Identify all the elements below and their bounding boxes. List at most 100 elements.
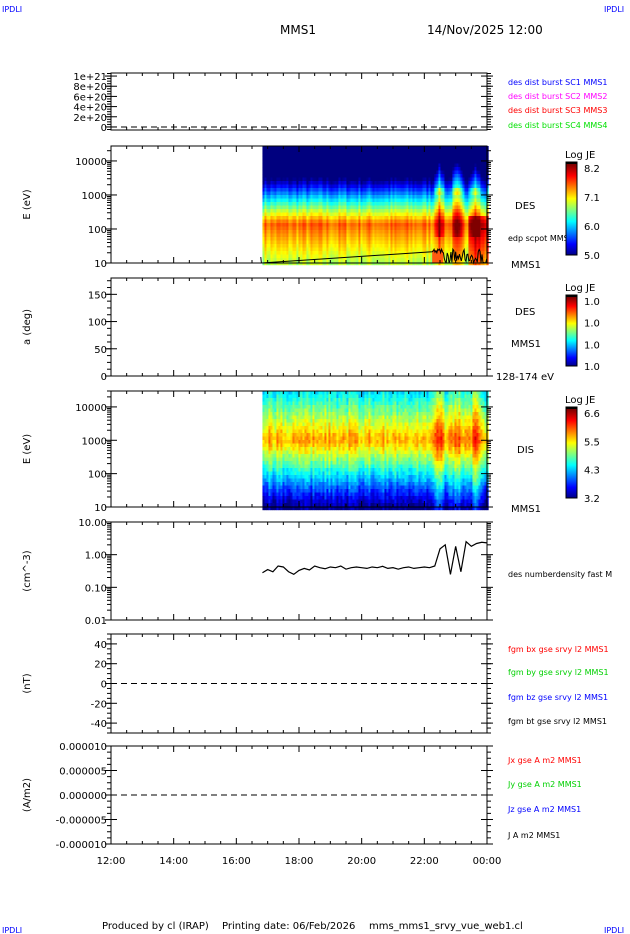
spectrogram-cell xyxy=(290,419,293,423)
spectrogram-cell xyxy=(414,149,417,154)
spectrogram-cell xyxy=(288,216,291,220)
spectrogram-cell xyxy=(374,195,377,199)
spectrogram-cell xyxy=(322,163,325,168)
spectrogram-cell xyxy=(300,149,303,154)
spectrogram-cell xyxy=(460,209,463,213)
spectrogram-cell xyxy=(278,499,281,504)
spectrogram-cell xyxy=(440,198,443,203)
spectrogram-cell xyxy=(274,167,277,171)
spectrogram-cell xyxy=(368,156,371,161)
spectrogram-cell xyxy=(444,163,447,168)
spectrogram-cell xyxy=(414,167,417,171)
spectrogram-cell xyxy=(316,156,319,161)
spectrogram-cell xyxy=(444,240,447,245)
spectrogram-cell xyxy=(394,202,397,206)
spectrogram-cell xyxy=(334,202,337,206)
spectrogram-cell xyxy=(274,454,277,458)
spectrogram-cell xyxy=(310,202,313,206)
spectrogram-cell xyxy=(358,209,361,213)
spectrogram-cell xyxy=(284,149,287,154)
spectrogram-cell xyxy=(474,153,477,157)
spectrogram-cell xyxy=(348,251,351,255)
spectrogram-cell xyxy=(298,202,301,206)
spectrogram-cell xyxy=(456,205,459,210)
spectrogram-cell xyxy=(412,254,415,259)
colorbar-segment xyxy=(566,346,577,348)
spectrogram-cell xyxy=(478,230,481,234)
spectrogram-cell xyxy=(310,163,313,168)
spectrogram-cell xyxy=(442,205,445,210)
spectrogram-cell xyxy=(478,240,481,245)
spectrogram-cell xyxy=(272,398,275,402)
spectrogram-cell xyxy=(294,209,297,213)
spectrogram-cell xyxy=(288,153,291,157)
spectrogram-cell xyxy=(282,216,285,220)
colorbar-segment xyxy=(566,217,577,219)
spectrogram-cell xyxy=(448,240,451,245)
spectrogram-cell xyxy=(272,429,275,434)
colorbar-segment xyxy=(566,246,577,248)
spectrogram-cell xyxy=(264,447,267,451)
spectrogram-cell xyxy=(408,205,411,210)
spectrogram-cell xyxy=(288,426,291,430)
spectrogram-cell xyxy=(356,177,359,182)
spectrogram-cell xyxy=(382,174,385,178)
spectrogram-cell xyxy=(412,167,415,171)
spectrogram-cell xyxy=(414,202,417,206)
spectrogram-cell xyxy=(432,230,435,234)
spectrogram-cell xyxy=(402,149,405,154)
spectrogram-cell xyxy=(452,146,455,150)
spectrogram-cell xyxy=(330,188,333,192)
spectrogram-cell xyxy=(274,177,277,182)
spectrogram-cell xyxy=(306,146,309,150)
spectrogram-cell xyxy=(408,202,411,206)
spectrogram-cell xyxy=(296,433,299,437)
colorbar-tick-label: 1.0 xyxy=(584,319,600,330)
spectrogram-cell xyxy=(338,202,341,206)
spectrogram-cell xyxy=(266,216,269,220)
spectrogram-cell xyxy=(278,188,281,192)
spectrogram-cell xyxy=(300,216,303,220)
spectrogram-cell xyxy=(446,181,449,185)
spectrogram-cell xyxy=(264,471,267,476)
spectrogram-cell xyxy=(376,170,379,175)
spectrogram-cell xyxy=(308,219,311,224)
spectrogram-cell xyxy=(280,478,283,483)
spectrogram-cell xyxy=(316,146,319,150)
spectrogram-cell xyxy=(262,163,265,168)
spectrogram-cell xyxy=(388,146,391,150)
spectrogram-cell xyxy=(264,254,267,259)
spectrogram-cell xyxy=(354,167,357,171)
spectrogram-cell xyxy=(374,191,377,196)
spectrogram-cell xyxy=(296,412,299,416)
spectrogram-cell xyxy=(482,170,485,175)
spectrogram-cell xyxy=(316,202,319,206)
spectrogram-cell xyxy=(374,156,377,161)
spectrogram-cell xyxy=(266,153,269,157)
spectrogram-cell xyxy=(346,233,349,238)
spectrogram-cell xyxy=(276,454,279,458)
spectrogram-cell xyxy=(406,181,409,185)
spectrogram-cell xyxy=(448,146,451,150)
spectrogram-cell xyxy=(430,212,433,217)
spectrogram-cell xyxy=(264,156,267,161)
spectrogram-cell xyxy=(456,226,459,231)
spectrogram-cell xyxy=(446,184,449,189)
spectrogram-cell xyxy=(404,254,407,259)
spectrogram-cell xyxy=(434,212,437,217)
spectrogram-cell xyxy=(310,149,313,154)
spectrogram-cell xyxy=(280,163,283,168)
spectrogram-cell xyxy=(288,405,291,409)
spectrogram-cell xyxy=(268,394,271,399)
spectrogram-cell xyxy=(452,247,455,252)
spectrogram-cell xyxy=(334,146,337,150)
spectrogram-cell xyxy=(280,219,283,224)
spectrogram-cell xyxy=(438,223,441,227)
spectrogram-cell xyxy=(292,153,295,157)
spectrogram-cell xyxy=(320,198,323,203)
spectrogram-cell xyxy=(460,163,463,168)
spectrogram-cell xyxy=(474,198,477,203)
spectrogram-cell xyxy=(320,184,323,189)
spectrogram-cell xyxy=(348,212,351,217)
spectrogram-cell xyxy=(476,244,479,248)
